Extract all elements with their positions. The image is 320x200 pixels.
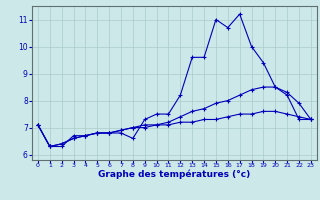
X-axis label: Graphe des températures (°c): Graphe des températures (°c): [98, 169, 251, 179]
